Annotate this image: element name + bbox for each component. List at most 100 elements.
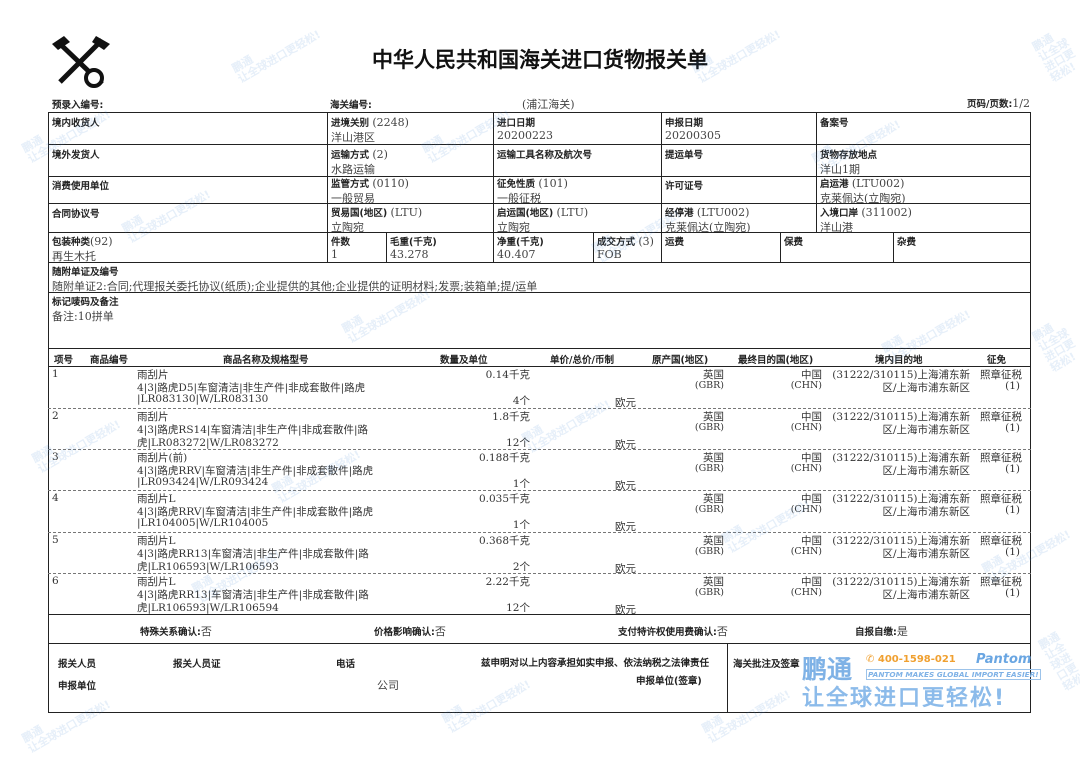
currency: 欧元	[615, 521, 636, 533]
origin-country: 英国	[703, 411, 724, 423]
destination-country: 中国	[801, 452, 822, 464]
contract-field: 合同协议号	[52, 209, 100, 220]
trade-country-field: 贸易国(地区) (LTU) 立陶宛	[331, 206, 423, 234]
royalty-confirm: 支付特许权使用费确认:否	[618, 625, 728, 638]
domestic-destination-cont: 区/上海市浦东新区	[882, 465, 970, 477]
goods-row: 2 雨刮片 4|3|路虎RS14|车窗清洁|非生产件|非成套散件|路 虎|LR0…	[48, 408, 1030, 451]
gross-weight-field: 毛重(千克) 43.278	[390, 237, 437, 261]
origin-code: (GBR)	[694, 546, 724, 557]
levy-code: (1)	[1005, 422, 1020, 434]
origin-country: 英国	[703, 369, 724, 381]
destination-code: (CHN)	[790, 587, 822, 598]
col-levy: 征免	[987, 355, 1007, 366]
self-payment-confirm: 自报自缴:是	[855, 625, 908, 638]
origin-code: (GBR)	[694, 380, 724, 391]
documents-field: 随附单证及编号 随附单证2:合同;代理报关委托协议(纸质);企业提供的其他;企业提…	[52, 267, 538, 293]
goods-row: 3 雨刮片(前) 4|3|路虎RRV|车窗清洁|非生产件|非成套散件|路虎 |L…	[48, 449, 1030, 492]
col-destination: 最终目的国(地区)	[738, 355, 814, 366]
page-number: 页码/页数:1/2	[967, 97, 1030, 110]
goods-spec: 4|3|路虎RRV|车窗清洁|非生产件|非成套散件|路虎	[137, 465, 374, 477]
domestic-destination: (31222/310115)上海浦东新	[832, 452, 970, 464]
destination-country: 中国	[801, 411, 822, 423]
col-domestic-dest: 境内目的地	[875, 355, 923, 366]
goods-spec-cont: 虎|LR106593|W/LR106593	[137, 561, 279, 573]
special-relation-confirm: 特殊关系确认:否	[140, 625, 212, 638]
customs-no-label: 海关编号:	[330, 100, 372, 111]
quantity-count: 12个	[506, 437, 530, 449]
origin-country: 英国	[703, 535, 724, 547]
goods-row: 4 雨刮片L 4|3|路虎RRV|车窗清洁|非生产件|非成套散件|路虎 |LR1…	[48, 490, 1030, 533]
goods-spec: 4|3|路虎RRV|车窗清洁|非生产件|非成套散件|路虎	[137, 506, 374, 518]
levy-method: 照章征税	[980, 576, 1022, 588]
seal-label: 申报单位(签章)	[636, 676, 702, 687]
item-no: 5	[52, 534, 59, 546]
col-hs-code: 商品编号	[90, 355, 129, 366]
goods-row: 6 雨刮片L 4|3|路虎RR13|车窗清洁|非生产件|非成套散件|路 虎|LR…	[48, 573, 1030, 616]
goods-name: 雨刮片L	[137, 493, 176, 505]
levy-method: 照章征税	[980, 493, 1022, 505]
quantity-weight: 0.14千克	[485, 369, 530, 381]
currency: 欧元	[615, 397, 636, 409]
goods-name: 雨刮片(前)	[137, 452, 188, 464]
insurance-field: 保费	[784, 237, 804, 248]
domestic-destination: (31222/310115)上海浦东新	[832, 576, 970, 588]
quantity-weight: 0.188千克	[478, 452, 530, 464]
origin-code: (GBR)	[694, 463, 724, 474]
destination-code: (CHN)	[790, 504, 822, 515]
levy-code: (1)	[1005, 504, 1020, 516]
item-no: 4	[52, 492, 59, 504]
col-price: 单价/总价/币制	[550, 355, 614, 366]
consignor-field: 境外发货人	[52, 150, 100, 161]
entry-customs-field: 进境关别 (2248) 洋山港区	[331, 116, 409, 144]
item-no: 3	[52, 451, 59, 463]
consignee-field: 境内收货人	[52, 118, 100, 129]
storage-field: 货物存放地点 洋山1期	[820, 150, 878, 176]
levy-method: 照章征税	[980, 369, 1022, 381]
license-field: 许可证号	[665, 181, 704, 192]
quantity-weight: 0.368千克	[478, 535, 530, 547]
quantity-count: 1个	[512, 519, 530, 531]
origin-country: 英国	[703, 493, 724, 505]
domestic-destination-cont: 区/上海市浦东新区	[882, 548, 970, 560]
goods-name: 雨刮片L	[137, 576, 176, 588]
goods-spec-cont: |LR093424|W/LR093424	[137, 476, 269, 488]
domestic-destination: (31222/310115)上海浦东新	[832, 493, 970, 505]
declarant-cert-label: 报关人员证	[173, 659, 221, 670]
domestic-destination-cont: 区/上海市浦东新区	[882, 424, 970, 436]
destination-country: 中国	[801, 535, 822, 547]
transit-port-field: 经停港 (LTU002) 克莱佩达(立陶宛)	[665, 206, 751, 234]
record-no-field: 备案号	[820, 118, 849, 129]
marks-field: 标记唛码及备注 备注:10拼单	[52, 297, 119, 323]
currency: 欧元	[615, 480, 636, 492]
origin-code: (GBR)	[694, 504, 724, 515]
col-origin: 原产国(地区)	[652, 355, 709, 366]
declare-unit-label: 申报单位	[58, 681, 97, 692]
goods-spec-cont: 虎|LR083272|W/LR083272	[137, 437, 279, 449]
departure-port-field: 启运港 (LTU002) 克莱佩达(立陶宛)	[820, 177, 906, 205]
watermark: 鹏通 让全球进口更轻松!	[1036, 629, 1080, 694]
domestic-destination-cont: 区/上海市浦东新区	[882, 506, 970, 518]
origin-country: 英国	[703, 576, 724, 588]
import-date-field: 进口日期 20200223	[497, 118, 553, 142]
col-name-spec: 商品名称及规格型号	[223, 355, 309, 366]
goods-spec: 4|3|路虎D5|车窗清洁|非生产件|非成套散件|路虎	[137, 382, 366, 394]
page-title: 中华人民共和国海关进口货物报关单	[372, 48, 708, 72]
goods-spec: 4|3|路虎RR13|车窗清洁|非生产件|非成套散件|路	[137, 589, 369, 601]
vessel-field: 运输工具名称及航次号	[497, 150, 593, 161]
declaration-form	[48, 112, 1031, 713]
domestic-destination-cont: 区/上海市浦东新区	[882, 589, 970, 601]
tax-nature-field: 征免性质 (101) 一般征税	[497, 177, 568, 205]
goods-row: 1 雨刮片 4|3|路虎D5|车窗清洁|非生产件|非成套散件|路虎 |LR083…	[48, 366, 1030, 409]
package-type-field: 包装种类(92) 再生木托	[52, 235, 113, 263]
currency: 欧元	[615, 563, 636, 575]
supervision-field: 监管方式 (0110) 一般贸易	[331, 177, 409, 205]
goods-spec: 4|3|路虎RR13|车窗清洁|非生产件|非成套散件|路	[137, 548, 369, 560]
levy-code: (1)	[1005, 587, 1020, 599]
quantity-count: 2个	[512, 561, 530, 573]
origin-country: 英国	[703, 452, 724, 464]
levy-code: (1)	[1005, 380, 1020, 392]
pieces-field: 件数 1	[331, 237, 351, 261]
currency: 欧元	[615, 604, 636, 616]
domestic-destination: (31222/310115)上海浦东新	[832, 535, 970, 547]
levy-code: (1)	[1005, 463, 1020, 475]
